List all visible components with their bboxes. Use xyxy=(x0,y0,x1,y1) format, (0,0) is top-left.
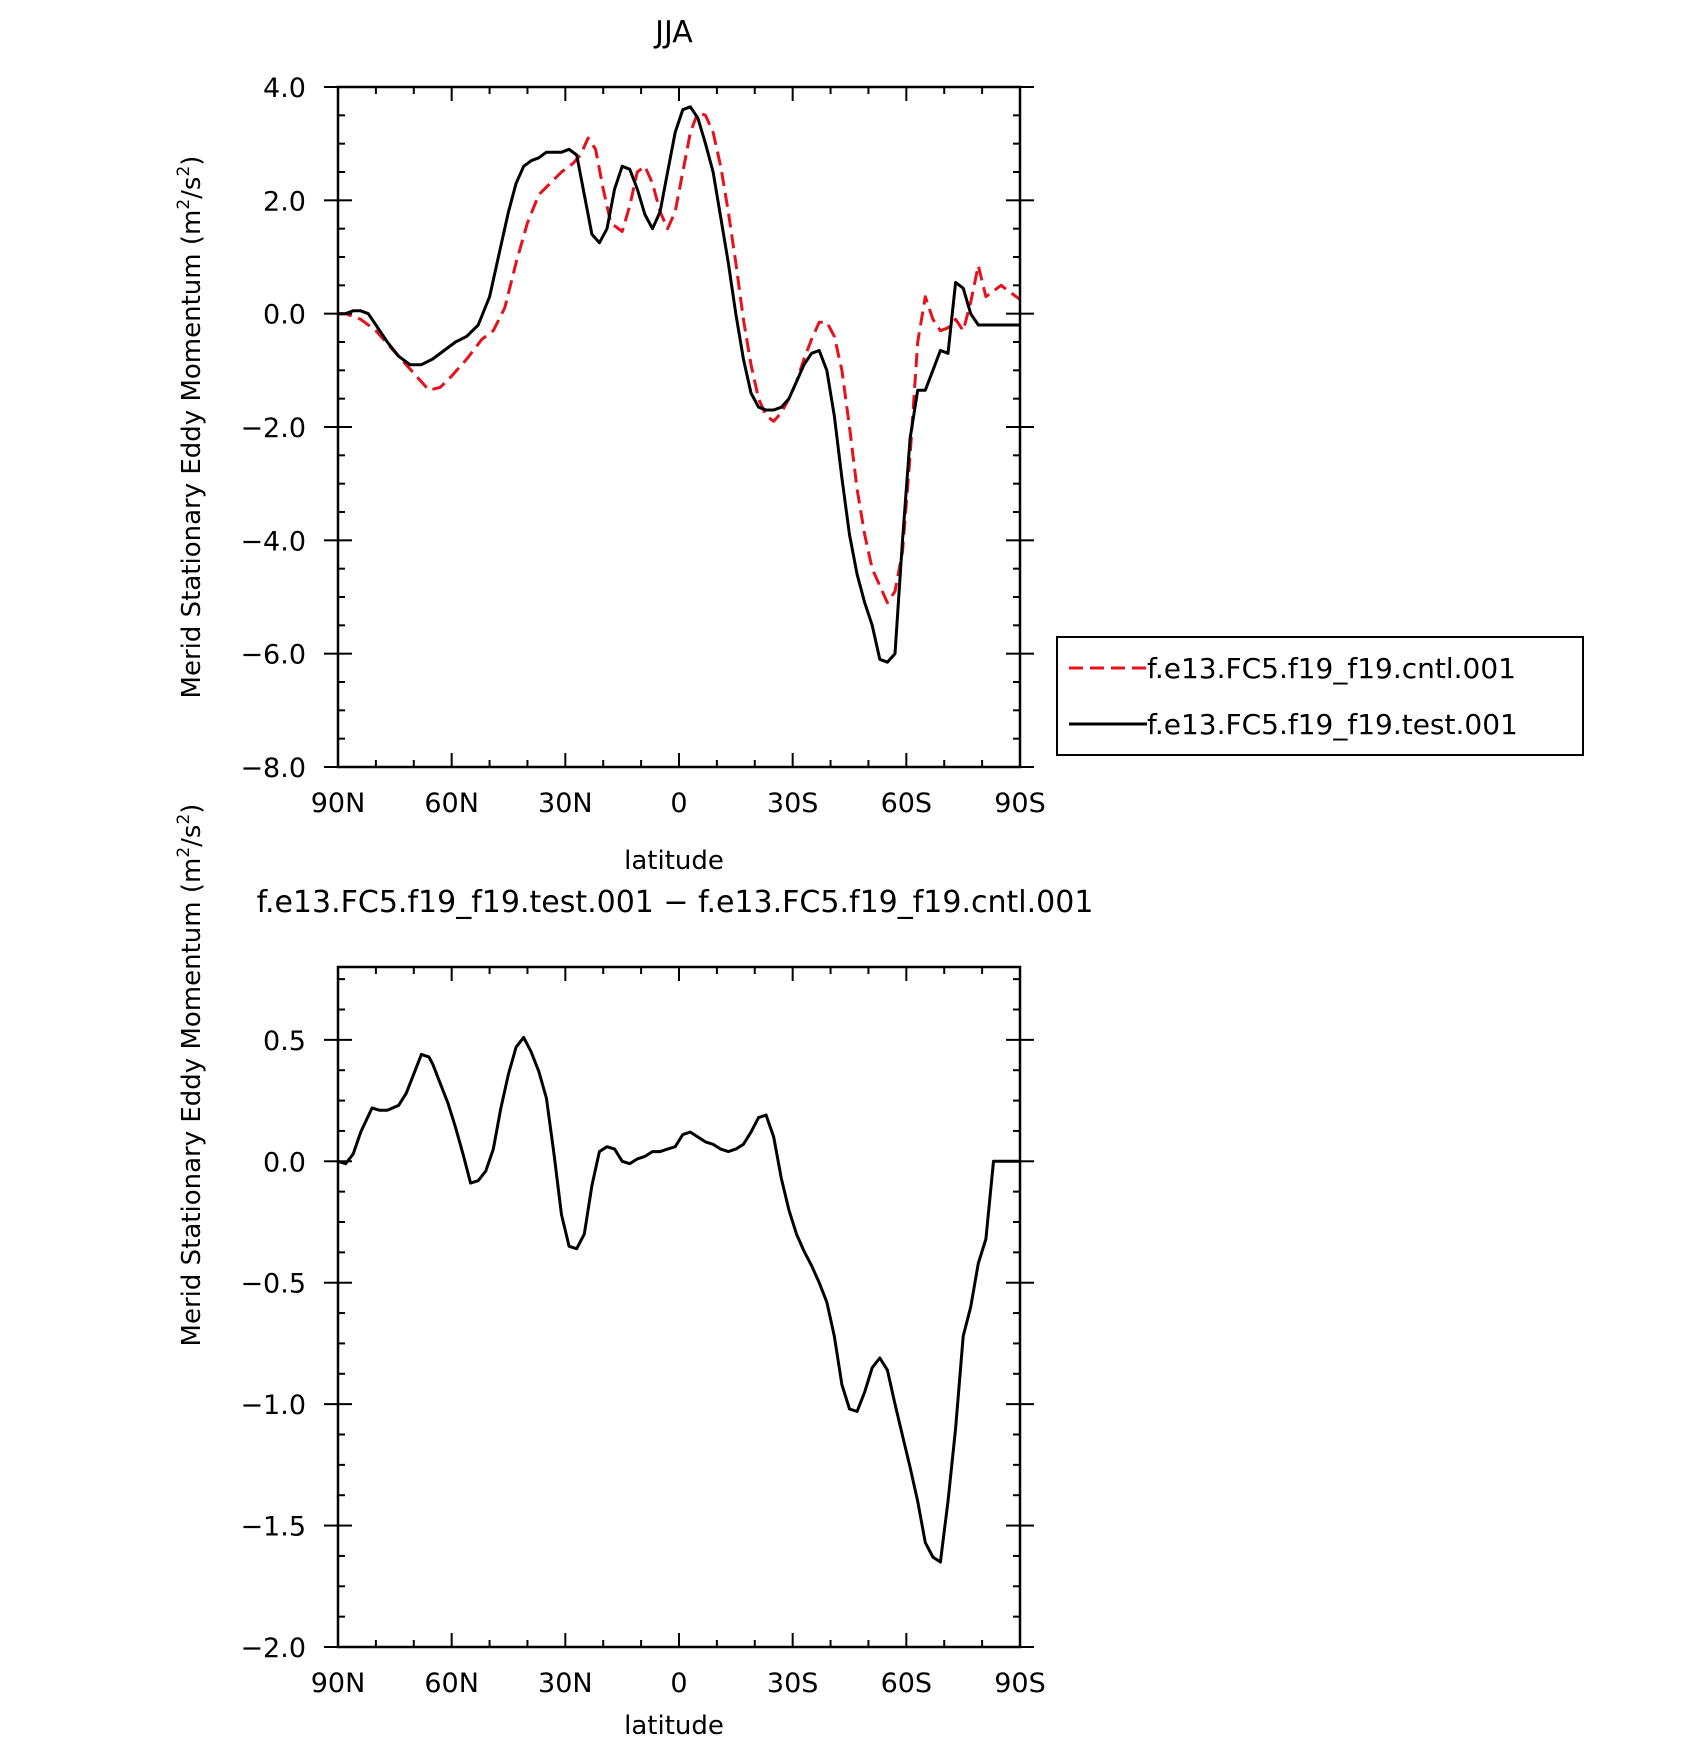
x-tick-label: 60N xyxy=(424,788,479,819)
x-tick-label: 0 xyxy=(670,788,687,819)
y-axis-label-sup: 2 xyxy=(174,847,194,858)
legend-label-0: f.e13.FC5.f19_f19.cntl.001 xyxy=(1147,652,1516,685)
x-tick-label: 0 xyxy=(670,1668,687,1699)
top-legend: f.e13.FC5.f19_f19.cntl.001 f.e13.FC5.f19_… xyxy=(1056,636,1584,756)
y-tick-label: 0.5 xyxy=(263,1026,306,1057)
y-tick-label: −0.5 xyxy=(240,1269,306,1300)
y-tick-label: −2.0 xyxy=(240,1633,306,1664)
legend-label-1: f.e13.FC5.f19_f19.test.001 xyxy=(1147,708,1518,741)
series-line-0 xyxy=(338,1035,1020,1564)
bottom-x-axis-label: latitude xyxy=(624,1711,724,1741)
x-tick-label: 60S xyxy=(881,788,933,819)
y-tick-label: 0.0 xyxy=(263,1147,306,1178)
top-x-axis-label: latitude xyxy=(624,846,724,876)
y-axis-label-main: Merid Stationary Eddy Momentum (m xyxy=(177,858,207,1347)
x-tick-label: 30S xyxy=(767,1668,819,1699)
y-tick-label: 2.0 xyxy=(263,186,306,217)
bottom-y-axis-label: Merid Stationary Eddy Momentum (m2/s2) xyxy=(174,804,207,1347)
top-panel-jja: JJA Merid Stationary Eddy Momentum (m2/s… xyxy=(174,15,1584,876)
series-line-1 xyxy=(338,105,1020,664)
bottom-plot-area: 90N 60N 30N 0 30S 60S 90S −2.0 −1.5 −1.0 −0.5 0.0 0.… xyxy=(240,965,1046,1699)
y-axis-label-text: Merid Stationary Eddy Momentum (m2/s2) xyxy=(174,156,207,699)
y-axis-label-close: ) xyxy=(177,804,207,814)
y-axis-label-sup: 2 xyxy=(174,199,194,210)
y-tick-label: −1.5 xyxy=(240,1512,306,1543)
y-tick-label: −4.0 xyxy=(240,526,306,557)
x-tick-label: 90S xyxy=(994,1668,1046,1699)
x-tick-label: 90S xyxy=(994,788,1046,819)
y-axis-label-main: Merid Stationary Eddy Momentum (m xyxy=(177,210,207,699)
top-plot-area: 90N 60N 30N 0 30S 60S 90S −8.0 −6.0 −4.0 −2.0 0.0 2.… xyxy=(240,73,1045,819)
x-tick-label: 90N xyxy=(311,1668,366,1699)
y-tick-label: 4.0 xyxy=(263,73,306,104)
y-tick-label: −2.0 xyxy=(240,413,306,444)
top-chart-title: JJA xyxy=(653,15,693,50)
y-axis-label-mid: /s xyxy=(177,177,207,199)
x-tick-label: 30N xyxy=(538,788,593,819)
y-tick-label: −1.0 xyxy=(240,1390,306,1421)
y-axis-label-sup: 2 xyxy=(174,814,194,825)
x-tick-label: 30N xyxy=(538,1668,593,1699)
series-line-0 xyxy=(338,111,1020,605)
plot-frame xyxy=(336,965,1022,1649)
y-axis-label-close: ) xyxy=(177,156,207,166)
y-tick-label: −8.0 xyxy=(240,753,306,784)
bottom-chart-title: f.e13.FC5.f19_f19.test.001 − f.e13.FC5.f… xyxy=(257,885,1094,920)
x-tick-label: 90N xyxy=(311,788,366,819)
y-tick-label: −6.0 xyxy=(240,640,306,671)
y-tick-label: 0.0 xyxy=(263,300,306,331)
legend-box xyxy=(1056,636,1584,756)
bottom-panel-difference: f.e13.FC5.f19_f19.test.001 − f.e13.FC5.f… xyxy=(174,804,1093,1741)
x-tick-label: 60S xyxy=(881,1668,933,1699)
x-tick-label: 30S xyxy=(767,788,819,819)
y-axis-label-sup: 2 xyxy=(174,166,194,177)
x-tick-label: 60N xyxy=(424,1668,479,1699)
top-y-axis-label: Merid Stationary Eddy Momentum (m2/s2) xyxy=(174,156,207,699)
y-axis-label-text: Merid Stationary Eddy Momentum (m2/s2) xyxy=(174,804,207,1347)
y-axis-label-mid: /s xyxy=(177,825,207,847)
